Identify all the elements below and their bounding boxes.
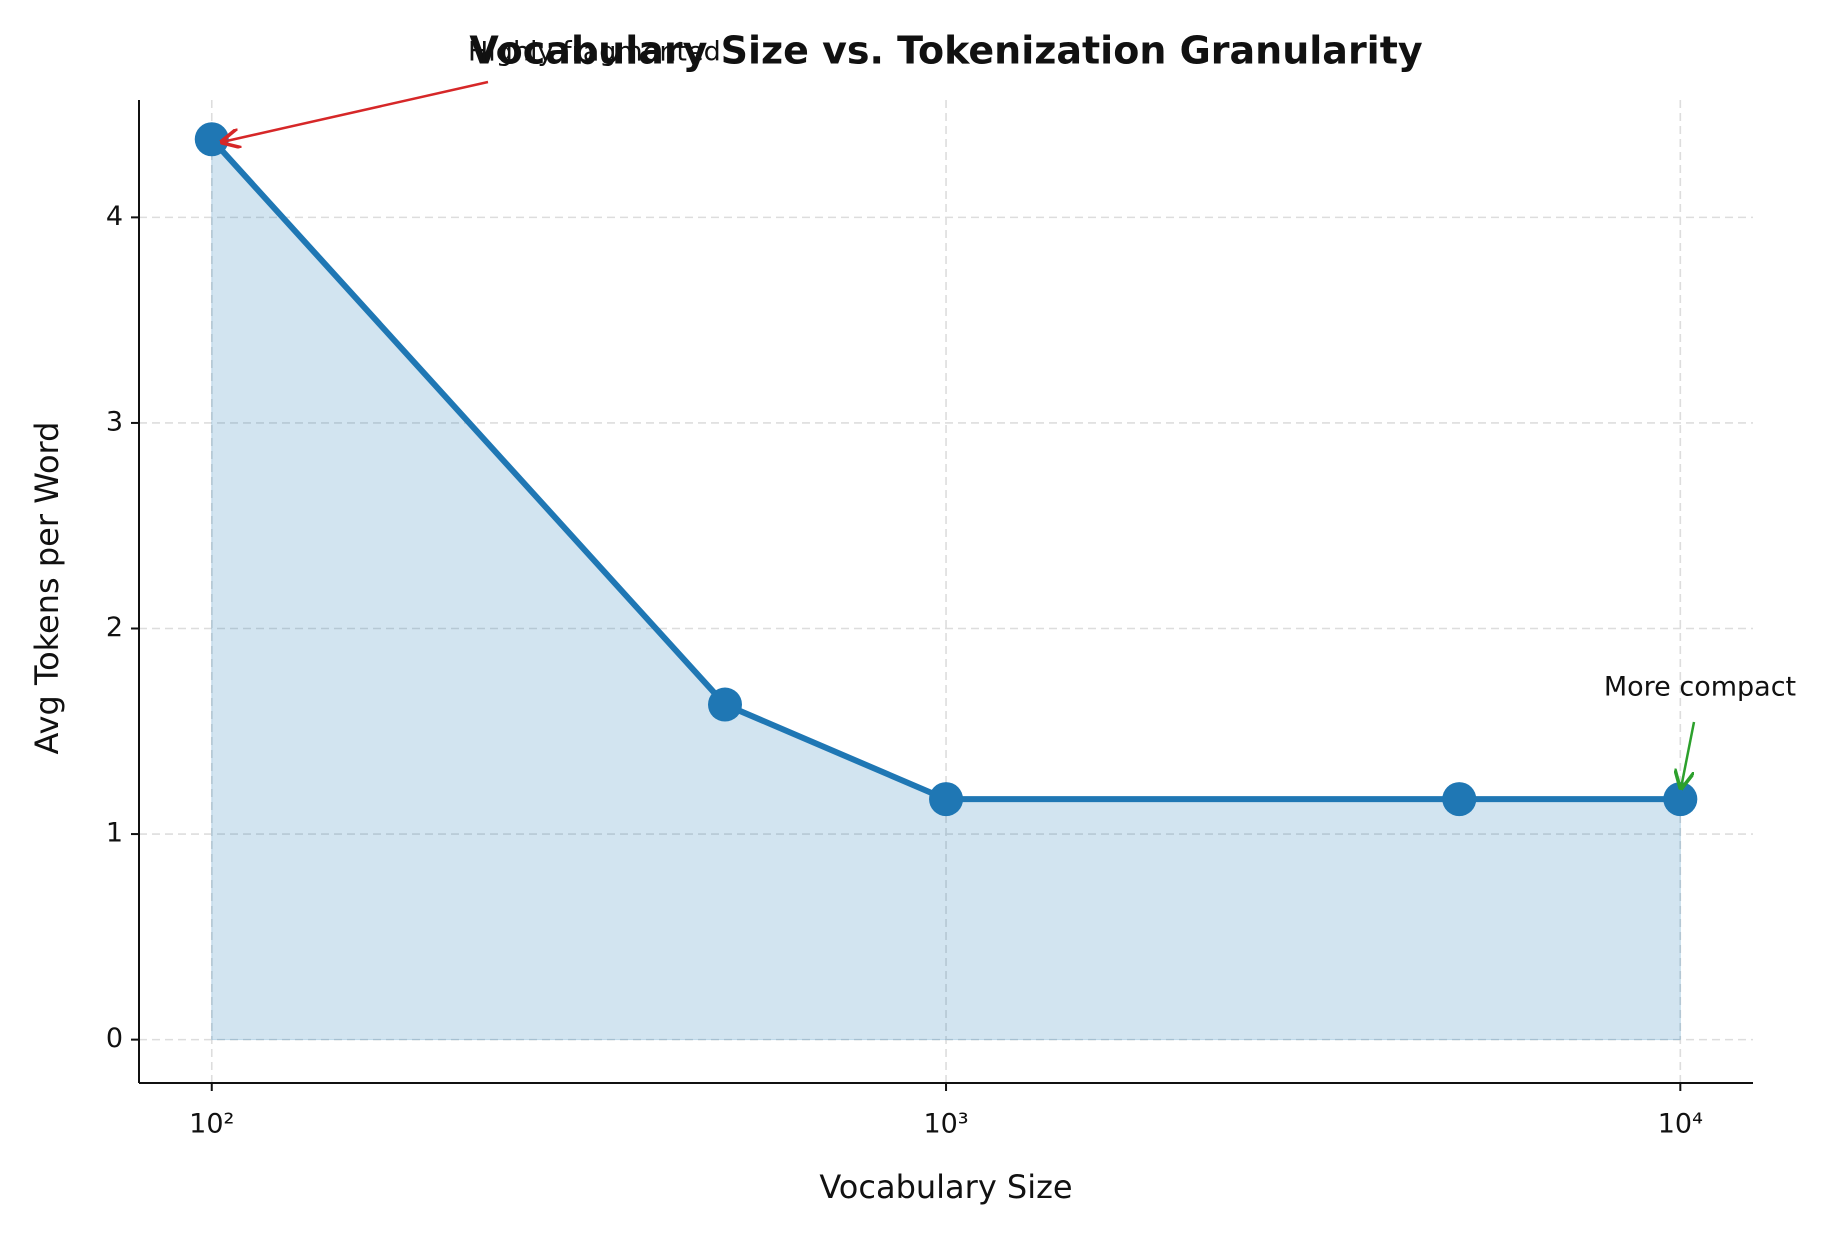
- annotation-arrow: [1681, 721, 1696, 788]
- grid: [139, 100, 1753, 1083]
- chart-title: Vocabulary Size vs. Tokenization Granula…: [469, 29, 1423, 73]
- y-tick-label: 0: [106, 1023, 123, 1054]
- x-tick-label: 10²: [189, 1109, 234, 1140]
- y-tick-label: 2: [106, 612, 123, 643]
- x-axis-label: Vocabulary Size: [819, 1168, 1072, 1206]
- y-tick-label: 1: [106, 818, 123, 849]
- plot: [194, 122, 1698, 1041]
- x-tick-label: 10⁴: [1658, 1109, 1703, 1140]
- point: [929, 782, 964, 817]
- point: [707, 687, 742, 722]
- annotation: Highly fragmented: [468, 37, 721, 68]
- y-tick-label: 3: [106, 406, 123, 437]
- point: [194, 122, 229, 157]
- annotation-arrow: [222, 80, 489, 142]
- point: [1442, 782, 1477, 817]
- y-axis-label: Avg Tokens per Word: [28, 422, 66, 755]
- y-tick-label: 4: [106, 201, 123, 232]
- x-tick-label: 10³: [923, 1109, 968, 1140]
- annotation: More compact: [1604, 672, 1796, 703]
